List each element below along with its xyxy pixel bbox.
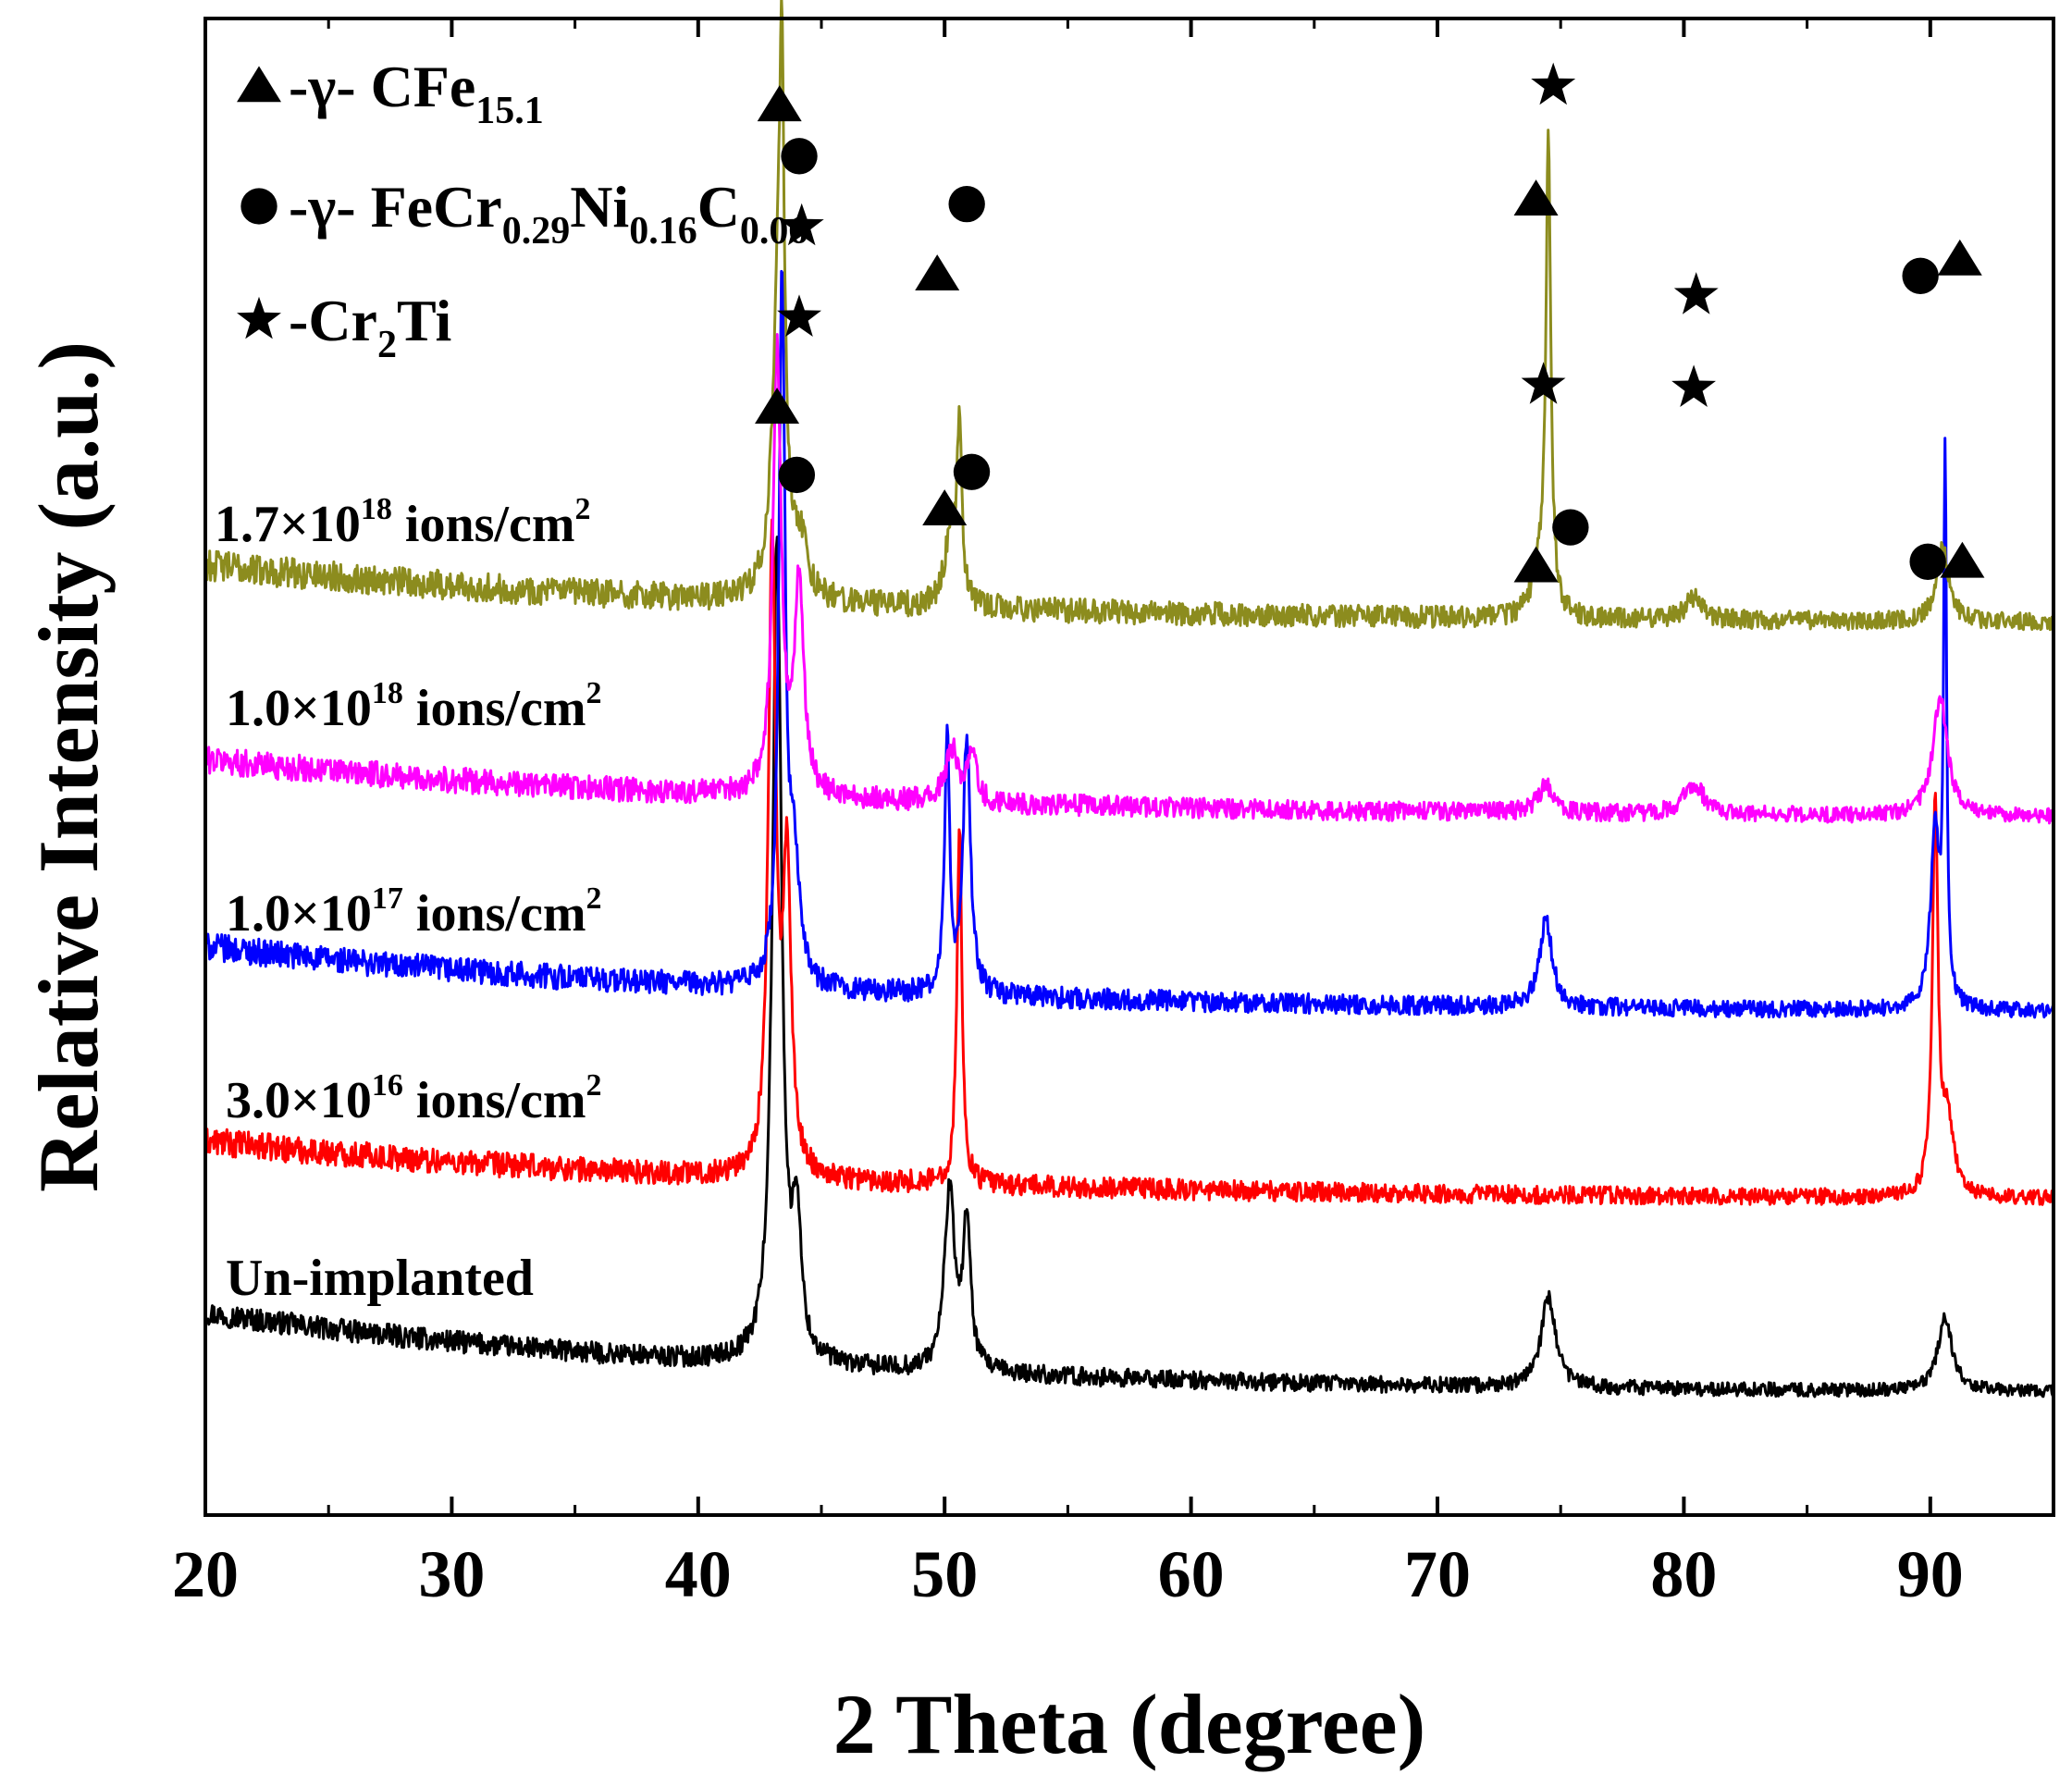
x-tick-label: 70 (1404, 1537, 1471, 1611)
triangle-marker (1513, 546, 1559, 583)
series-label: Un-implanted (226, 1250, 534, 1307)
triangle-marker (915, 254, 960, 290)
triangle-marker (1940, 541, 1985, 578)
series-line (204, 333, 2054, 825)
circle-marker (1902, 257, 1939, 294)
star-marker (779, 203, 824, 246)
series-label: 1.0×1017 ions/cm2 (226, 881, 601, 943)
x-axis-title: 2 Theta (degree) (833, 1677, 1425, 1771)
x-tick-label: 40 (665, 1537, 732, 1611)
circle-marker (953, 453, 991, 490)
x-tick-label: 20 (172, 1537, 239, 1611)
x-tick-label: 80 (1650, 1537, 1717, 1611)
triangle-marker (1937, 239, 1982, 276)
series-label: 3.0×1016 ions/cm2 (226, 1068, 601, 1129)
circle-marker (778, 456, 816, 494)
legend: -γ- CFe15.1 -γ- FeCr0.29Ni0.16C0.06 -Cr2Ti (237, 54, 808, 366)
circle-marker (781, 138, 818, 175)
circle-marker (240, 188, 278, 225)
star-marker (1521, 362, 1566, 404)
series-line (204, 518, 2054, 1206)
legend-entry: -γ- FeCr0.29Ni0.16C0.06 (289, 174, 808, 253)
circle-marker (1552, 509, 1589, 546)
peak-marker-layer (755, 62, 1985, 583)
x-tick-label: 50 (911, 1537, 978, 1611)
series-label: 1.0×1018 ions/cm2 (226, 676, 601, 737)
star-marker (1671, 364, 1716, 407)
y-axis-title: Relative Intensity (a.u.) (21, 341, 116, 1192)
x-tick-label: 30 (418, 1537, 485, 1611)
triangle-marker (755, 388, 800, 424)
plot-frame (204, 17, 2055, 1517)
series-line (204, 536, 2054, 1399)
triangle-marker (237, 66, 281, 103)
legend-entry: -Cr2Ti (289, 288, 451, 366)
triangle-marker (922, 489, 968, 525)
star-marker (237, 296, 281, 339)
series-layer (204, 0, 2054, 1399)
legend-entry: -γ- CFe15.1 (289, 54, 544, 132)
x-axis: 20 30 40 50 60 70 80 90 (172, 18, 2055, 1611)
triangle-marker (1513, 179, 1559, 216)
x-tick-label: 60 (1158, 1537, 1225, 1611)
star-marker (1673, 272, 1719, 314)
star-marker (1531, 62, 1576, 105)
series-line (204, 269, 2054, 1019)
star-marker (777, 294, 821, 337)
series-label-layer: Un-implanted 3.0×1016 ions/cm2 1.0×1017 io… (215, 492, 601, 1307)
circle-marker (948, 185, 985, 223)
triangle-marker (757, 85, 802, 122)
series-label: 1.7×1018 ions/cm2 (215, 492, 590, 553)
series-line (204, 0, 2054, 632)
circle-marker (1909, 543, 1946, 581)
x-tick-label: 90 (1897, 1537, 1964, 1611)
